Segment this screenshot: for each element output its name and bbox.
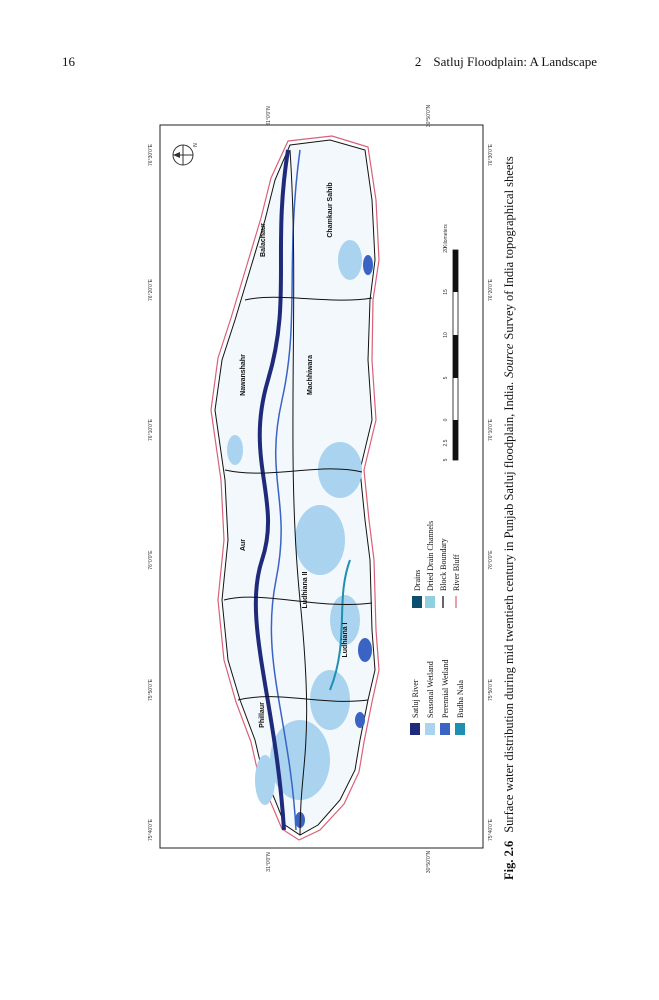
- legend-swatch: [425, 723, 435, 735]
- scale-segment: [453, 443, 458, 460]
- longitude-label: 76°0'0"E: [148, 550, 154, 570]
- floodplain-bluff: [210, 135, 380, 841]
- legend-label: Drains: [413, 570, 422, 591]
- longitude-label: 75°50'0"E: [148, 678, 154, 701]
- scale-tick: 15: [443, 289, 449, 295]
- river-channel: [270, 149, 301, 831]
- longitude-label: 76°10'0"E: [488, 418, 494, 441]
- scale-tick: 2.5: [443, 439, 449, 446]
- scale-segment: [453, 420, 458, 443]
- chapter-title: Satluj Floodplain: A Landscape: [433, 54, 597, 69]
- legend-label: River Bluff: [452, 554, 461, 591]
- legend-label: Budha Nala: [456, 680, 465, 718]
- legend-swatch: [440, 723, 450, 735]
- caption: Fig. 2.6 Surface water distribution durin…: [502, 156, 516, 880]
- block-label: Machhiwara: [307, 355, 314, 395]
- scale-unit: Kilometers: [443, 224, 449, 248]
- block-label: Nawanshahr: [240, 354, 247, 396]
- latitude-label: 30°50'0"N: [426, 850, 432, 873]
- scale-segment: [453, 335, 458, 378]
- latitude-label: 30°50'0"N: [426, 104, 432, 127]
- longitude-label: 76°10'0"E: [148, 418, 154, 441]
- legend-label: Perennial Wetland: [441, 659, 450, 718]
- latitude-label: 31°0'0"N: [266, 106, 272, 126]
- legend-swatch: [412, 596, 422, 608]
- north-label: N: [193, 143, 199, 147]
- legend-label: Dried Drain Channels: [426, 521, 435, 591]
- budha-nala: [329, 559, 351, 691]
- scale-segment: [453, 250, 458, 292]
- block-label: Ludhiana I: [342, 622, 349, 657]
- satluj-river: [253, 149, 290, 831]
- legend-label: Block Boundary: [439, 538, 448, 591]
- legend-swatch: [410, 723, 420, 735]
- block-label: Aur: [240, 539, 247, 551]
- longitude-label: 76°0'0"E: [488, 550, 494, 570]
- caption-part: Survey of India topographical sheets: [502, 156, 516, 339]
- longitude-label: 75°40'0"E: [488, 818, 494, 841]
- block-label: Balachaur: [260, 223, 267, 257]
- legend-swatch: [455, 723, 465, 735]
- longitude-label: 76°20'0"E: [488, 278, 494, 301]
- north-arrow: [172, 144, 194, 166]
- latitude-label: 31°0'0"N: [266, 852, 272, 872]
- block-label: Ludhiana II: [302, 571, 309, 608]
- chapter-number: 2: [415, 54, 422, 69]
- block-boundaries: [223, 149, 373, 836]
- caption-part: Surface water distribution during mid tw…: [502, 382, 516, 833]
- block-label: Phillaur: [259, 702, 266, 728]
- scale-tick: 5: [443, 376, 449, 379]
- legend-label: Satluj River: [411, 679, 420, 718]
- longitude-label: 76°30'0"E: [488, 143, 494, 166]
- floodplain: [214, 139, 376, 836]
- longitude-label: 75°40'0"E: [148, 818, 154, 841]
- scale-tick: 20: [443, 247, 449, 253]
- caption-part: Fig. 2.6: [502, 841, 516, 880]
- longitude-label: 75°50'0"E: [488, 678, 494, 701]
- running-head: 2 Satluj Floodplain: A Landscape: [415, 54, 597, 69]
- map: [210, 135, 380, 841]
- scale-tick: 5: [443, 458, 449, 461]
- legend-swatch: [425, 596, 435, 608]
- page-number: 16: [62, 54, 76, 69]
- longitude-label: 76°30'0"E: [148, 143, 154, 166]
- scale-tick: 10: [443, 332, 449, 338]
- map-frame: [159, 124, 484, 849]
- legend-label: Seasonal Wetland: [426, 661, 435, 718]
- longitude-label: 76°20'0"E: [148, 278, 154, 301]
- scale-tick: 0: [443, 418, 449, 421]
- block-label: Chamkaur Sahib: [327, 182, 334, 237]
- caption-part: Source: [502, 343, 516, 378]
